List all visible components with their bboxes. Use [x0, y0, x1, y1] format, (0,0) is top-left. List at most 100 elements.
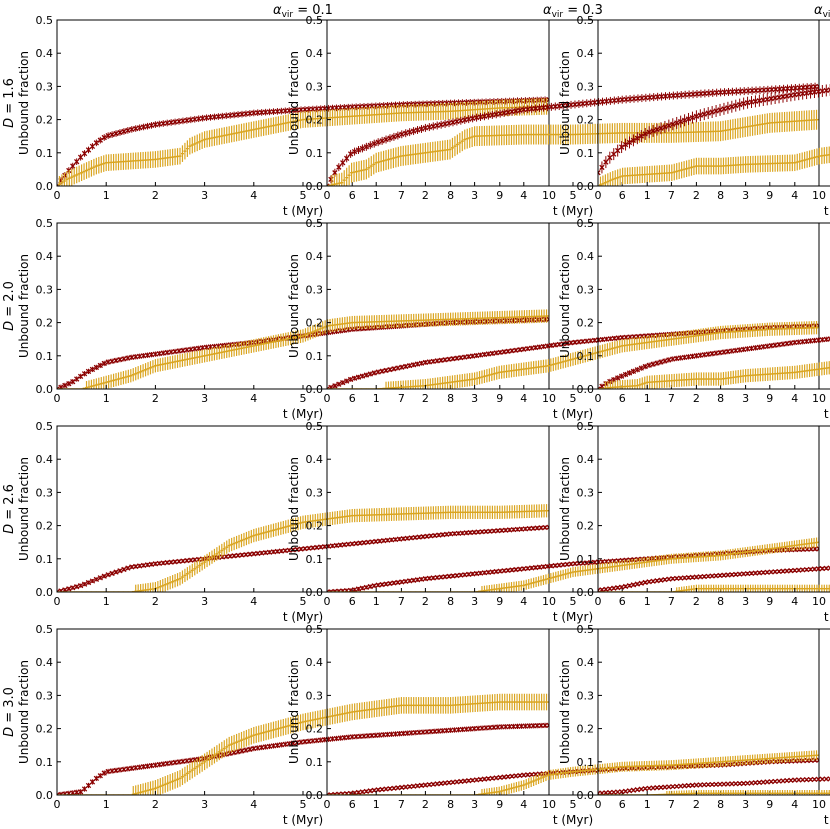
data-point: [430, 358, 436, 365]
data-point: [344, 588, 350, 592]
data-point: [176, 348, 182, 354]
data-point: [713, 108, 719, 114]
data-point: [721, 106, 727, 112]
data-point: [371, 140, 377, 147]
y-tick-label: 0.4: [36, 453, 54, 466]
x-tick-label: 7: [668, 189, 675, 202]
x-tick-label: 7: [668, 392, 675, 405]
data-point: [387, 366, 393, 373]
series-errorbars: [598, 146, 830, 186]
data-point: [81, 581, 88, 587]
data-point: [740, 100, 747, 107]
data-point: [148, 122, 155, 129]
y-tick-label: 0.3: [577, 80, 595, 93]
data-point: [336, 164, 342, 170]
data-point: [340, 588, 346, 592]
column-header-value: = 0.3: [563, 3, 603, 18]
data-point: [630, 368, 637, 374]
data-point: [113, 130, 119, 137]
data-point: [792, 92, 798, 98]
series-errorbars: [57, 309, 549, 389]
data-point: [685, 354, 692, 360]
y-tick-label: 0.4: [306, 250, 324, 263]
x-tick-label: 5: [570, 189, 577, 202]
data-point: [395, 579, 401, 586]
data-point: [74, 376, 80, 382]
y-axis-label: Unbound fraction: [17, 51, 31, 155]
data-point: [344, 155, 350, 161]
x-tick-label: 9: [496, 189, 503, 202]
data-point: [391, 134, 397, 140]
data-point: [117, 129, 123, 136]
data-point: [442, 121, 448, 127]
data-point: [642, 363, 648, 370]
x-tick-label: 3: [201, 189, 208, 202]
data-point: [188, 117, 194, 123]
column-header: αvir = 0.3: [543, 3, 603, 20]
data-point: [658, 359, 664, 365]
data-point: [136, 353, 143, 359]
axes-frame: [56, 222, 550, 390]
row-header-symbol: D: [2, 727, 17, 737]
data-point: [97, 362, 103, 369]
x-tick-label: 9: [766, 392, 773, 405]
data-point: [133, 563, 139, 570]
data-point: [662, 358, 668, 364]
y-tick-label: 0.3: [36, 486, 54, 499]
plot-area: [327, 537, 819, 592]
x-tick-label: 3: [201, 392, 208, 405]
y-tick-label: 0.5: [36, 420, 54, 433]
data-point: [109, 570, 115, 577]
data-point: [674, 355, 680, 362]
data-point: [497, 110, 503, 117]
y-tick-label: 0.3: [306, 283, 324, 296]
x-tick-label: 4: [250, 392, 257, 405]
data-point: [196, 345, 202, 351]
data-point: [129, 564, 135, 570]
data-point: [117, 356, 123, 363]
x-tick-label: 7: [398, 189, 405, 202]
x-tick-label: 7: [398, 392, 405, 405]
x-tick-label: 1: [103, 595, 110, 608]
data-point: [638, 365, 644, 371]
row-header-value: = 1.6: [2, 78, 17, 118]
x-tick-label: 2: [152, 189, 159, 202]
data-point: [418, 576, 425, 582]
data-point: [816, 83, 819, 90]
data-point: [121, 566, 127, 573]
data-point: [351, 148, 358, 155]
x-tick-label: 1: [373, 392, 380, 405]
data-point: [180, 347, 186, 354]
data-point: [85, 147, 92, 153]
data-point: [442, 357, 448, 363]
data-point: [501, 349, 507, 355]
data-point: [121, 128, 127, 135]
data-point: [133, 354, 139, 360]
data-point: [85, 579, 92, 586]
data-point: [709, 351, 715, 357]
x-tick-label: 8: [447, 595, 454, 608]
x-tick-label: 4: [791, 392, 798, 405]
data-point: [192, 116, 198, 122]
data-point: [109, 131, 115, 138]
data-point: [489, 350, 495, 357]
data-point: [748, 99, 755, 105]
x-axis-label: t (Myr): [824, 204, 830, 218]
x-tick-label: 4: [791, 189, 798, 202]
data-point: [113, 357, 119, 364]
data-point: [748, 345, 755, 352]
y-tick-label: 0.5: [36, 14, 54, 27]
data-point: [77, 154, 84, 160]
plot-area: [598, 336, 830, 389]
data-point: [693, 353, 700, 359]
data-point: [740, 346, 747, 353]
x-axis-label: t (Myr): [283, 610, 323, 624]
y-axis-label: Unbound fraction: [558, 51, 572, 155]
data-point: [406, 129, 413, 135]
y-tick-label: 0.0: [306, 383, 324, 396]
data-point: [327, 589, 330, 592]
x-tick-label: 1: [103, 392, 110, 405]
y-tick-label: 0.5: [577, 217, 595, 230]
data-point: [105, 572, 111, 578]
data-point: [336, 381, 342, 387]
